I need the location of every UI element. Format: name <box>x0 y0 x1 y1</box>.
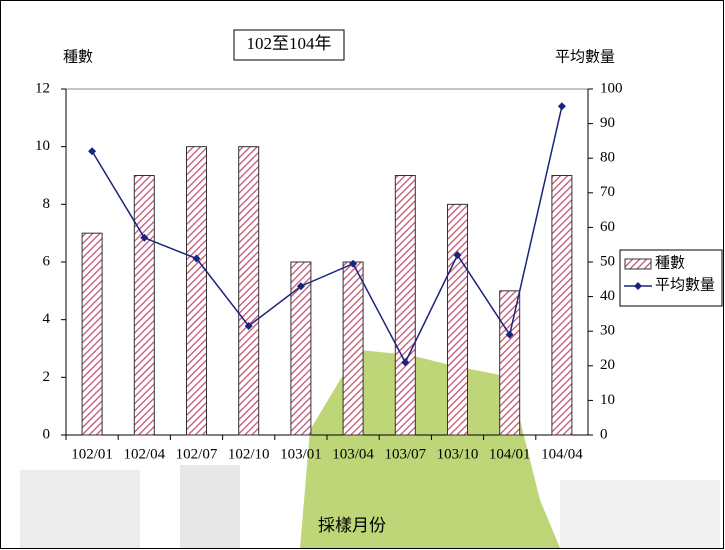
y-tick-label: 0 <box>43 426 51 442</box>
point <box>296 282 305 291</box>
point <box>349 259 358 268</box>
y-tick-label: 8 <box>43 196 51 212</box>
x-tick-label: 103/01 <box>280 446 322 462</box>
y2-tick-label: 0 <box>600 426 608 442</box>
bar <box>290 261 312 436</box>
line <box>91 106 563 364</box>
y2-tick-label: 100 <box>600 80 623 96</box>
point <box>88 147 97 156</box>
bar <box>238 146 260 436</box>
title-box <box>233 29 345 61</box>
legend-swatch <box>624 258 652 270</box>
point <box>557 102 566 111</box>
y-tick-label: 4 <box>43 311 51 327</box>
legend-label: 種數 <box>655 254 685 271</box>
point <box>192 254 201 263</box>
x-tick-label: 104/01 <box>489 446 531 462</box>
bar <box>342 261 364 436</box>
y-tick-label: 12 <box>35 80 50 96</box>
chart-title: 102至104年 <box>247 34 332 53</box>
y-tick-label: 6 <box>43 253 51 269</box>
point <box>453 251 462 260</box>
x-tick-label: 102/04 <box>123 446 165 462</box>
y2-tick-label: 50 <box>600 253 615 269</box>
legend-marker <box>634 282 642 290</box>
y-axis-label: 種數 <box>63 48 93 65</box>
y2-tick-label: 30 <box>600 323 615 339</box>
y2-tick-label: 40 <box>600 288 615 304</box>
x-tick-label: 104/04 <box>541 446 583 462</box>
y-tick-label: 2 <box>43 369 51 385</box>
bar <box>133 175 155 436</box>
point <box>140 233 149 242</box>
y2-tick-label: 90 <box>600 115 615 131</box>
y2-tick-label: 20 <box>600 357 615 373</box>
x-tick-label: 102/01 <box>71 446 113 462</box>
x-tick-label: 102/10 <box>228 446 270 462</box>
bar <box>394 175 416 436</box>
y2-tick-label: 10 <box>600 392 615 408</box>
point <box>401 358 410 367</box>
x-axis-label: 採樣月份 <box>318 516 386 535</box>
y2-tick-label: 70 <box>600 184 615 200</box>
y-tick-label: 10 <box>35 138 50 154</box>
point <box>244 322 253 331</box>
point <box>505 330 514 339</box>
bar <box>499 290 521 436</box>
bar <box>447 203 468 436</box>
x-tick-label: 103/10 <box>437 446 479 462</box>
bar <box>81 232 103 436</box>
x-tick-label: 103/07 <box>384 446 426 462</box>
x-tick-label: 103/04 <box>332 446 374 462</box>
x-tick-label: 102/07 <box>176 446 218 462</box>
y2-tick-label: 80 <box>600 150 615 166</box>
bar <box>551 175 573 436</box>
y2-tick-label: 60 <box>600 219 615 235</box>
bar <box>186 146 207 436</box>
background-decoration <box>20 350 720 548</box>
y2-axis-label: 平均數量 <box>555 48 615 65</box>
legend-label: 平均數量 <box>655 276 715 293</box>
